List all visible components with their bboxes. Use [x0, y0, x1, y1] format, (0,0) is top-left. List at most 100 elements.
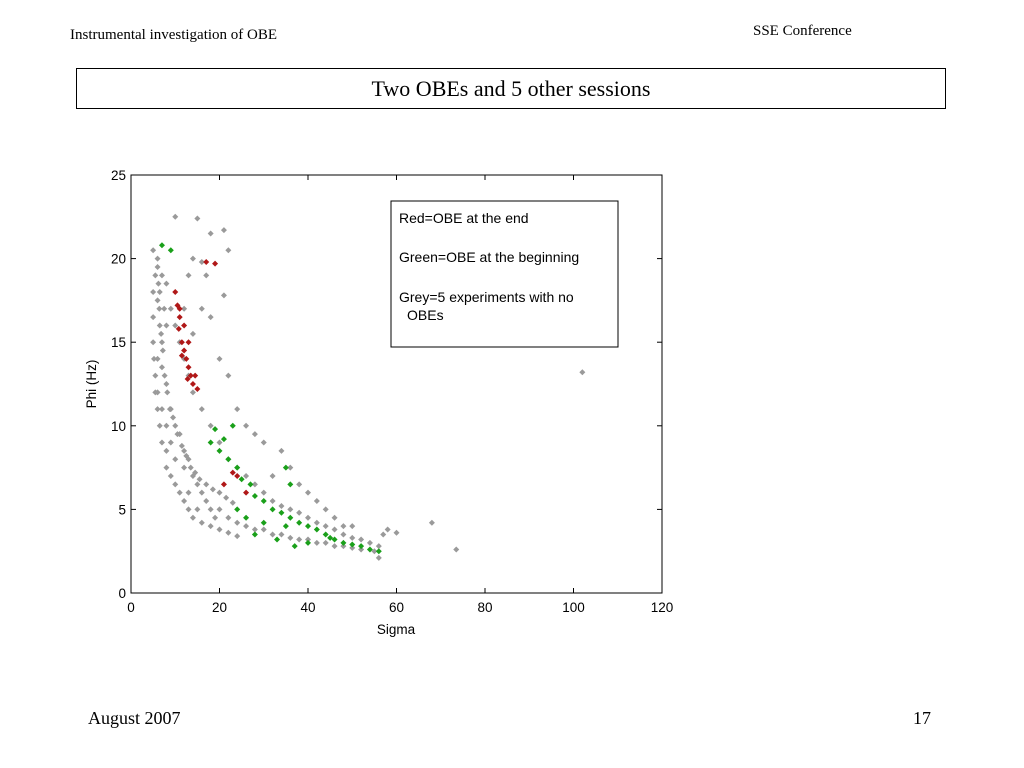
- scatter-point-grey: [167, 472, 174, 479]
- scatter-point-grey: [251, 431, 258, 438]
- scatter-point-grey: [152, 272, 159, 279]
- scatter-point-grey: [260, 439, 267, 446]
- legend-entry-red: Red=OBE at the end: [399, 210, 529, 226]
- scatter-point-grey: [349, 523, 356, 530]
- scatter-point-grey: [209, 486, 216, 493]
- scatter-point-grey: [296, 481, 303, 488]
- scatter-point-grey: [287, 464, 294, 471]
- scatter-point-red: [243, 489, 250, 496]
- scatter-point-grey: [189, 514, 196, 521]
- slide-title-box: Two OBEs and 5 other sessions: [76, 68, 946, 109]
- scatter-point-grey: [322, 523, 329, 530]
- scatter-point-grey: [340, 523, 347, 530]
- scatter-point-grey: [163, 322, 170, 329]
- scatter-point-green: [234, 464, 241, 471]
- scatter-point-red: [212, 260, 219, 267]
- scatter-point-grey: [375, 543, 382, 550]
- scatter-point-grey: [152, 389, 159, 396]
- scatter-point-grey: [358, 536, 365, 543]
- scatter-point-green: [282, 464, 289, 471]
- scatter-point-grey: [166, 406, 173, 413]
- scatter-point-grey: [207, 314, 214, 321]
- scatter-point-grey: [216, 439, 223, 446]
- scatter-point-grey: [225, 372, 232, 379]
- scatter-point-grey: [150, 247, 157, 254]
- scatter-point-green: [225, 456, 232, 463]
- scatter-point-grey: [234, 406, 241, 413]
- legend-entry-grey-cont: OBEs: [407, 307, 444, 323]
- scatter-point-green: [375, 548, 382, 555]
- scatter-point-grey: [340, 531, 347, 538]
- scatter-point-green: [243, 514, 250, 521]
- scatter-point-green: [305, 539, 311, 546]
- scatter-point-grey: [187, 464, 194, 471]
- scatter-point-green: [349, 541, 356, 548]
- scatter-point-grey: [163, 280, 170, 287]
- scatter-point-grey: [189, 255, 196, 262]
- scatter-point-grey: [371, 548, 378, 555]
- scatter-point-grey: [154, 355, 161, 362]
- scatter-point-grey: [154, 297, 161, 304]
- legend-box: [390, 200, 619, 348]
- scatter-point-grey: [225, 529, 232, 536]
- scatter-point-grey: [296, 536, 303, 543]
- scatter-point-grey: [322, 506, 329, 513]
- scatter-point-grey: [154, 255, 161, 262]
- scatter-point-grey: [185, 272, 192, 279]
- scatter-point-grey: [375, 554, 382, 561]
- scatter-point-green: [158, 242, 165, 249]
- scatter-point-grey: [176, 489, 183, 496]
- y-axis-label: Phi (Hz): [84, 360, 99, 409]
- scatter-point-grey: [331, 526, 338, 533]
- scatter-point-grey: [167, 439, 174, 446]
- scatter-point-grey: [203, 498, 210, 505]
- scatter-point-green: [287, 514, 294, 521]
- x-tick-label: 20: [212, 600, 227, 615]
- scatter-point-red: [178, 339, 185, 346]
- scatter-point-grey: [216, 506, 223, 513]
- scatter-point-grey: [428, 519, 435, 526]
- scatter-point-grey: [185, 489, 192, 496]
- scatter-point-red: [181, 322, 188, 329]
- scatter-point-grey: [194, 506, 201, 513]
- scatter-point-grey: [225, 247, 232, 254]
- scatter-point-grey: [158, 330, 165, 337]
- scatter-point-grey: [380, 531, 387, 538]
- scatter-point-green: [274, 536, 281, 543]
- scatter-point-grey: [158, 439, 165, 446]
- scatter-point-red: [229, 469, 236, 476]
- scatter-point-grey: [269, 531, 276, 538]
- scatter-point-grey: [194, 481, 201, 488]
- y-tick-label: 5: [118, 502, 126, 517]
- chart-ticks: 0 20 40 60 80 100 120 0 5 10 15 20 25: [111, 168, 673, 615]
- scatter-point-grey: [207, 230, 214, 237]
- scatter-point-grey: [163, 422, 170, 429]
- slide-title: Two OBEs and 5 other sessions: [371, 75, 651, 101]
- scatter-point-grey: [163, 447, 170, 454]
- scatter-point-grey: [269, 472, 276, 479]
- scatter-point-green: [251, 531, 258, 538]
- scatter-point-grey: [579, 369, 586, 376]
- scatter-point-red: [192, 372, 199, 379]
- scatter-point-grey: [225, 514, 232, 521]
- scatter-point-grey: [287, 534, 294, 541]
- scatter-point-grey: [158, 339, 165, 346]
- header-left: Instrumental investigation of OBE: [70, 27, 278, 43]
- header-right: SSE Conference: [753, 23, 852, 39]
- scatter-point-green: [234, 506, 241, 513]
- x-tick-label: 40: [300, 600, 315, 615]
- scatter-point-grey: [158, 406, 165, 413]
- scatter-point-grey: [196, 476, 203, 483]
- scatter-point-grey: [384, 526, 391, 533]
- scatter-point-grey: [151, 355, 158, 362]
- scatter-point-grey: [172, 322, 179, 329]
- scatter-point-grey: [150, 339, 157, 346]
- scatter-point-grey: [243, 523, 250, 530]
- scatter-point-grey: [189, 389, 196, 396]
- scatter-point-grey: [322, 539, 329, 546]
- scatter-point-green: [278, 509, 285, 516]
- scatter-point-green: [260, 519, 267, 526]
- scatter-point-grey: [181, 447, 188, 454]
- scatter-point-grey: [340, 543, 347, 550]
- scatter-point-grey: [243, 422, 250, 429]
